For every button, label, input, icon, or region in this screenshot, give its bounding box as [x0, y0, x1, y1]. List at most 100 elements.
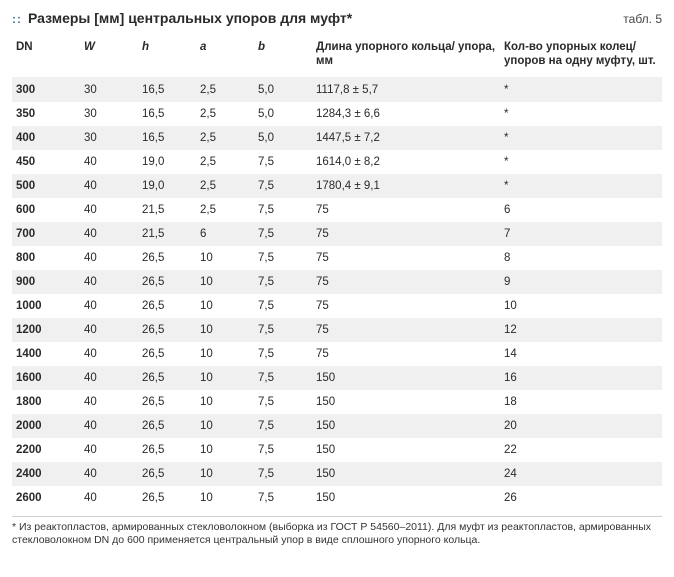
cell-dn: 2400 — [12, 462, 80, 486]
cell-count: * — [500, 150, 662, 174]
cell-length: 150 — [312, 462, 500, 486]
cell-w: 40 — [80, 150, 138, 174]
cell-count: * — [500, 77, 662, 102]
cell-b: 7,5 — [254, 246, 312, 270]
table-body: 3003016,52,55,01117,8 ± 5,7*3503016,52,5… — [12, 77, 662, 510]
cell-length: 150 — [312, 390, 500, 414]
cell-length: 75 — [312, 270, 500, 294]
cell-dn: 2000 — [12, 414, 80, 438]
cell-length: 150 — [312, 486, 500, 510]
cell-length: 75 — [312, 342, 500, 366]
col-header-h: h — [138, 34, 196, 77]
cell-a: 2,5 — [196, 150, 254, 174]
table-card: :: Размеры [мм] центральных упоров для м… — [0, 0, 674, 558]
cell-count: * — [500, 174, 662, 198]
table-row: 7004021,567,5757 — [12, 222, 662, 246]
cell-dn: 350 — [12, 102, 80, 126]
table-row: 20004026,5107,515020 — [12, 414, 662, 438]
table-row: 10004026,5107,57510 — [12, 294, 662, 318]
cell-count: * — [500, 126, 662, 150]
table-row: 12004026,5107,57512 — [12, 318, 662, 342]
cell-dn: 1000 — [12, 294, 80, 318]
cell-b: 7,5 — [254, 150, 312, 174]
cell-b: 7,5 — [254, 390, 312, 414]
cell-b: 5,0 — [254, 77, 312, 102]
cell-h: 26,5 — [138, 318, 196, 342]
footnote-text: * Из реактопластов, армированных стеклов… — [12, 516, 662, 548]
cell-a: 10 — [196, 366, 254, 390]
cell-w: 40 — [80, 438, 138, 462]
cell-a: 10 — [196, 462, 254, 486]
table-row: 6004021,52,57,5756 — [12, 198, 662, 222]
cell-count: * — [500, 102, 662, 126]
cell-dn: 300 — [12, 77, 80, 102]
cell-dn: 450 — [12, 150, 80, 174]
cell-h: 19,0 — [138, 174, 196, 198]
dimensions-table: DN W h a b Длина упорного кольца/ упора,… — [12, 34, 662, 510]
cell-h: 26,5 — [138, 390, 196, 414]
cell-a: 10 — [196, 318, 254, 342]
cell-h: 26,5 — [138, 270, 196, 294]
cell-count: 8 — [500, 246, 662, 270]
cell-a: 10 — [196, 414, 254, 438]
cell-b: 7,5 — [254, 198, 312, 222]
cell-b: 7,5 — [254, 174, 312, 198]
cell-count: 24 — [500, 462, 662, 486]
cell-b: 7,5 — [254, 366, 312, 390]
cell-count: 20 — [500, 414, 662, 438]
table-row: 26004026,5107,515026 — [12, 486, 662, 510]
cell-dn: 2200 — [12, 438, 80, 462]
cell-b: 7,5 — [254, 294, 312, 318]
cell-h: 26,5 — [138, 486, 196, 510]
cell-w: 40 — [80, 462, 138, 486]
title-dots-icon: :: — [12, 13, 22, 25]
cell-h: 26,5 — [138, 438, 196, 462]
cell-h: 26,5 — [138, 246, 196, 270]
cell-a: 10 — [196, 390, 254, 414]
table-row: 9004026,5107,5759 — [12, 270, 662, 294]
cell-h: 21,5 — [138, 198, 196, 222]
cell-b: 7,5 — [254, 486, 312, 510]
cell-h: 19,0 — [138, 150, 196, 174]
cell-b: 5,0 — [254, 102, 312, 126]
cell-h: 16,5 — [138, 102, 196, 126]
cell-length: 75 — [312, 222, 500, 246]
cell-length: 75 — [312, 318, 500, 342]
cell-a: 10 — [196, 486, 254, 510]
cell-a: 6 — [196, 222, 254, 246]
cell-h: 26,5 — [138, 342, 196, 366]
title-row: :: Размеры [мм] центральных упоров для м… — [12, 10, 662, 26]
col-header-b: b — [254, 34, 312, 77]
cell-dn: 1400 — [12, 342, 80, 366]
cell-length: 1117,8 ± 5,7 — [312, 77, 500, 102]
title-left: :: Размеры [мм] центральных упоров для м… — [12, 10, 352, 26]
table-number-label: табл. 5 — [623, 12, 662, 26]
cell-w: 40 — [80, 294, 138, 318]
cell-count: 18 — [500, 390, 662, 414]
cell-length: 1780,4 ± 9,1 — [312, 174, 500, 198]
cell-w: 40 — [80, 390, 138, 414]
cell-count: 16 — [500, 366, 662, 390]
table-header-row: DN W h a b Длина упорного кольца/ упора,… — [12, 34, 662, 77]
cell-w: 40 — [80, 366, 138, 390]
cell-dn: 1200 — [12, 318, 80, 342]
cell-a: 2,5 — [196, 174, 254, 198]
cell-b: 5,0 — [254, 126, 312, 150]
cell-a: 2,5 — [196, 102, 254, 126]
cell-dn: 600 — [12, 198, 80, 222]
cell-dn: 400 — [12, 126, 80, 150]
cell-length: 75 — [312, 246, 500, 270]
cell-dn: 2600 — [12, 486, 80, 510]
cell-b: 7,5 — [254, 318, 312, 342]
cell-count: 22 — [500, 438, 662, 462]
cell-w: 40 — [80, 270, 138, 294]
cell-dn: 900 — [12, 270, 80, 294]
cell-a: 2,5 — [196, 77, 254, 102]
table-row: 5004019,02,57,51780,4 ± 9,1* — [12, 174, 662, 198]
table-row: 18004026,5107,515018 — [12, 390, 662, 414]
cell-h: 16,5 — [138, 126, 196, 150]
cell-a: 10 — [196, 270, 254, 294]
cell-length: 1447,5 ± 7,2 — [312, 126, 500, 150]
cell-a: 10 — [196, 438, 254, 462]
cell-a: 2,5 — [196, 126, 254, 150]
